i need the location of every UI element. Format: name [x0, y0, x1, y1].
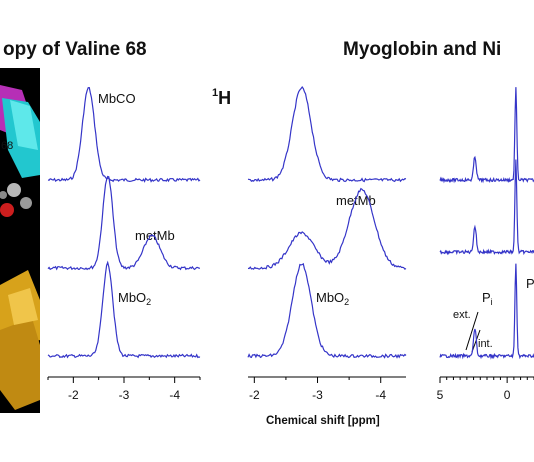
residue-label: 68	[1, 140, 13, 152]
spectrum-panel-middle: metMb MbO2 -2 -3 -4	[247, 85, 407, 402]
spectrum-trace-right-3	[439, 263, 534, 360]
right-title: Myoglobin and Ni	[343, 39, 501, 60]
trace-label-metmb: metMb	[135, 228, 175, 243]
trace-label-mbo2: MbO2	[118, 290, 151, 307]
annotation-int: int.	[478, 338, 493, 350]
x-tick-label-middle: -2	[249, 388, 260, 402]
spectrum-trace-right-2	[439, 159, 534, 256]
annotation-ext: ext.	[453, 309, 471, 321]
pointer-line-ext	[465, 311, 479, 351]
annotation-pi: Pi	[482, 290, 493, 307]
x-tick-label-left: -4	[169, 388, 180, 402]
x-tick-label-left: -2	[68, 388, 79, 402]
trace-label-mbo2-2: MbO2	[316, 290, 349, 307]
spectrum-trace-left-3	[47, 260, 201, 359]
spectrum-trace-right-1	[439, 87, 534, 184]
x-tick-label-middle: -4	[375, 388, 386, 402]
spectrum-trace-left-2	[47, 175, 200, 271]
x-tick-label-right: 5	[437, 388, 444, 402]
x-tick-label-left: -3	[119, 388, 130, 402]
left-title: opy of Valine 68	[3, 39, 147, 60]
spectrum-panel-right: ext. int. Pi PC 5 0	[437, 87, 534, 402]
nucleus-label: 1H	[212, 87, 231, 108]
annotation-pcr: PC	[526, 276, 534, 291]
x-tick-label-middle: -3	[312, 388, 323, 402]
spectrum-trace-middle-2	[247, 187, 407, 270]
spectrum-panel-left: MbCO metMb MbO2 -2 -3 -4	[47, 86, 201, 402]
x-axis-label: Chemical shift [ppm]	[266, 415, 380, 427]
spectrum-trace-middle-1	[247, 85, 407, 183]
x-tick-label-right: 0	[504, 388, 511, 402]
spectrum-trace-middle-3	[247, 262, 407, 359]
protein-structure-image: 68	[0, 68, 40, 413]
spectrum-trace-left-1	[47, 86, 201, 183]
trace-label-mbco: MbCO	[98, 91, 136, 106]
